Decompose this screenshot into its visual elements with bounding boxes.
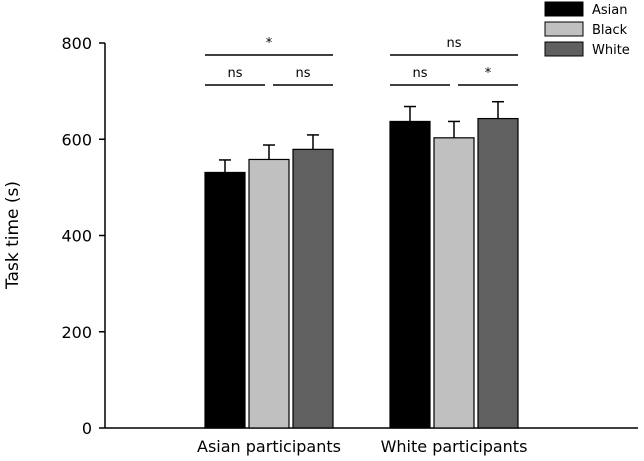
x-category-label: Asian participants <box>197 437 341 456</box>
legend-label-black: Black <box>592 23 628 38</box>
legend: Asian Black White <box>544 1 630 58</box>
axes: 0 200 400 600 800 Asian participants White par… <box>61 34 638 456</box>
bar-white-group-1 <box>292 148 334 429</box>
error-bars <box>219 100 504 173</box>
y-tick-label: 800 <box>61 34 92 53</box>
y-tick-label: 0 <box>82 419 92 438</box>
legend-label-asian: Asian <box>592 3 627 18</box>
y-tick-label: 600 <box>61 130 92 149</box>
bars <box>204 117 519 429</box>
legend-swatch-asian <box>544 1 584 17</box>
significance-label: ns <box>446 36 461 51</box>
y-axis-label: Task time (s) <box>3 181 23 290</box>
bar-white-group-2 <box>477 117 519 429</box>
significance-label: * <box>485 66 492 81</box>
significance-label: ns <box>295 66 310 81</box>
x-category-label: White participants <box>381 437 528 456</box>
y-tick-label: 400 <box>61 227 92 246</box>
significance-label: ns <box>227 66 242 81</box>
bar-black-group-1 <box>248 158 290 429</box>
bar-asian-group-1 <box>204 171 246 429</box>
legend-label-white: White <box>592 43 630 58</box>
bar-asian-group-2 <box>389 120 431 429</box>
bar-black-group-2 <box>433 137 475 429</box>
significance-annotations: * ns ns ns ns * <box>205 36 518 86</box>
significance-label: ns <box>412 66 427 81</box>
legend-swatch-black <box>544 21 584 37</box>
legend-swatch-white <box>544 41 584 57</box>
y-tick-label: 200 <box>61 323 92 342</box>
significance-label: * <box>266 36 273 51</box>
